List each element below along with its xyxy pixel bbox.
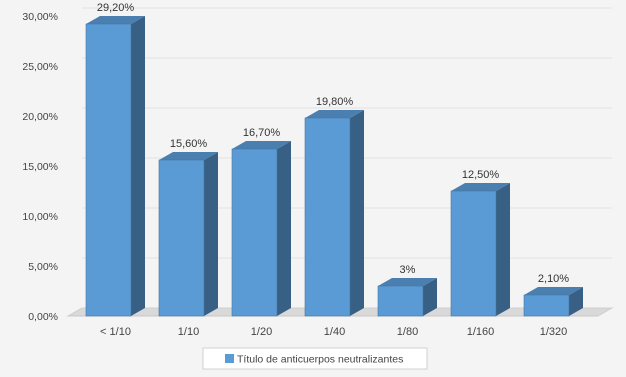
bar bbox=[523, 287, 583, 317]
y-tick-label: 10,00% bbox=[22, 211, 58, 223]
data-label: 3% bbox=[400, 264, 416, 276]
bar-side bbox=[423, 278, 437, 316]
bar-front bbox=[523, 294, 570, 317]
y-tick-label: 5,00% bbox=[28, 261, 58, 273]
x-category-label: < 1/10 bbox=[100, 326, 131, 338]
x-category-label: 1/10 bbox=[178, 326, 199, 338]
y-tick-label: 15,00% bbox=[22, 161, 58, 173]
bar bbox=[304, 110, 364, 317]
data-label: 2,10% bbox=[538, 273, 569, 285]
bar-top bbox=[305, 110, 364, 118]
data-label: 15,60% bbox=[170, 138, 208, 150]
data-labels: 29,20% 15,60% 16,70% 19,80% 3% 12,50% 2,10% bbox=[97, 2, 569, 285]
legend-box bbox=[202, 347, 428, 370]
y-tick-label: 25,00% bbox=[22, 61, 58, 73]
bar-top bbox=[159, 152, 218, 160]
bars bbox=[85, 16, 583, 317]
bar bbox=[377, 278, 437, 317]
bar bbox=[85, 16, 145, 317]
bar-top bbox=[232, 141, 291, 149]
legend: Título de anticuerpos neutralizantes bbox=[202, 347, 428, 370]
y-tick-label: 30,00% bbox=[22, 11, 58, 23]
bar bbox=[231, 141, 291, 317]
y-tick-label: 20,00% bbox=[22, 111, 58, 123]
bar-top bbox=[86, 16, 145, 24]
data-label: 16,70% bbox=[243, 127, 281, 139]
bar-front bbox=[158, 159, 205, 317]
bar-front bbox=[304, 117, 351, 317]
x-axis-categories: < 1/10 1/10 1/20 1/40 1/80 1/160 1/320 bbox=[100, 326, 567, 338]
bar bbox=[450, 183, 510, 317]
y-axis-ticks: 0,00% 5,00% 10,00% 15,00% 20,00% 25,00% 30,00% bbox=[22, 11, 58, 323]
x-category-label: 1/40 bbox=[324, 326, 345, 338]
bar-front bbox=[85, 23, 132, 317]
bar-top bbox=[524, 287, 583, 295]
data-label: 29,20% bbox=[97, 2, 135, 14]
bar-top bbox=[451, 183, 510, 191]
data-label: 19,80% bbox=[316, 96, 354, 108]
bar-side bbox=[277, 141, 291, 316]
x-category-label: 1/80 bbox=[397, 326, 418, 338]
bar-side bbox=[350, 110, 364, 316]
bar bbox=[158, 152, 218, 317]
x-category-label: 1/320 bbox=[540, 326, 568, 338]
legend-swatch bbox=[225, 354, 234, 363]
bar-side bbox=[496, 183, 510, 316]
legend-label: Título de anticuerpos neutralizantes bbox=[237, 354, 403, 366]
x-category-label: 1/160 bbox=[467, 326, 495, 338]
bar-front bbox=[231, 148, 278, 317]
bar-side bbox=[569, 287, 583, 316]
bar-side bbox=[131, 16, 145, 316]
data-label: 12,50% bbox=[462, 169, 500, 181]
bar-front bbox=[377, 285, 424, 317]
bar-front bbox=[450, 190, 497, 317]
y-tick-label: 0,00% bbox=[28, 311, 58, 323]
x-category-label: 1/20 bbox=[251, 326, 272, 338]
bar-top bbox=[378, 278, 437, 286]
bar-side bbox=[204, 152, 218, 316]
